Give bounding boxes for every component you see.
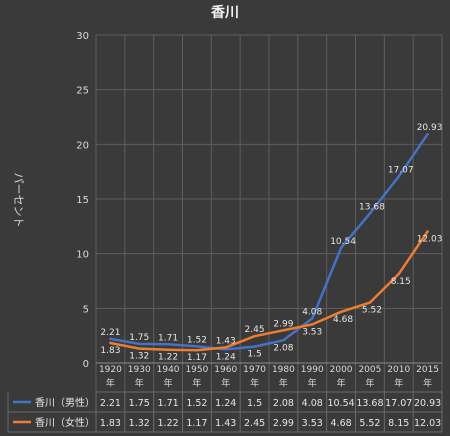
y-tick-label: 15 <box>76 195 89 206</box>
data-label: 10.54 <box>330 237 356 247</box>
data-label: 2.08 <box>273 343 293 353</box>
x-tick-label: 2010 <box>387 365 410 375</box>
data-label: 20.93 <box>417 123 443 133</box>
table-cell: 2.21 <box>100 398 121 409</box>
data-label: 5.52 <box>362 306 382 316</box>
table-cell: 20.93 <box>414 398 441 409</box>
data-label: 13.68 <box>359 202 385 212</box>
table-cell: 8.15 <box>388 418 409 429</box>
horizontal-gridlines <box>96 34 442 364</box>
table-cell: 5.52 <box>359 418 380 429</box>
table-cell: 2.99 <box>273 418 294 429</box>
x-tick-label-suffix: 年 <box>394 377 403 389</box>
y-tick-label: 0 <box>83 359 89 370</box>
y-tick-labels: 0 5 10 15 20 25 30 <box>76 31 89 370</box>
series-lines <box>109 132 429 352</box>
data-label: 4.08 <box>302 307 322 317</box>
legend-entry: 香川（男性） <box>35 396 95 409</box>
data-label: 1.32 <box>129 352 149 362</box>
x-tick-label-suffix: 年 <box>337 377 346 389</box>
table-cell: 1.71 <box>158 398 179 409</box>
data-label: 1.71 <box>158 333 178 343</box>
data-label: 2.21 <box>100 328 120 338</box>
x-tick-label: 1980 <box>272 365 295 375</box>
table-cell: 1.22 <box>158 418 179 429</box>
x-tick-label: 1950 <box>185 365 208 375</box>
data-label: 1.17 <box>187 353 207 363</box>
data-label: 3.53 <box>302 327 322 337</box>
x-tick-label: 2015 <box>416 365 439 375</box>
chart-title: 香川 <box>210 4 239 21</box>
data-label: 1.22 <box>158 353 178 363</box>
series-line <box>109 132 429 351</box>
table-cell: 12.03 <box>414 418 441 429</box>
x-tick-label-suffix: 年 <box>279 377 288 389</box>
x-tick-label: 2005 <box>358 365 381 375</box>
x-tick-label-suffix: 年 <box>164 377 173 389</box>
table-cell: 4.68 <box>331 418 352 429</box>
data-labels: 2.21 1.75 1.71 1.52 1.24 1.5 2.08 4.08 10.54 13.6… <box>100 123 442 363</box>
data-label: 17.07 <box>388 165 414 175</box>
y-tick-label: 30 <box>76 31 89 42</box>
y-axis-label: パーセント <box>12 173 25 228</box>
x-tick-label: 2000 <box>330 365 353 375</box>
y-tick-label: 25 <box>76 86 89 97</box>
table-cell: 17.07 <box>385 398 412 409</box>
data-label: 1.43 <box>216 336 236 346</box>
table-cell: 1.32 <box>129 418 150 429</box>
table-cell: 10.54 <box>327 398 354 409</box>
x-tick-label-suffix: 年 <box>250 377 259 389</box>
y-tick-label: 20 <box>76 140 89 151</box>
data-table: 1920 年 1930 年 1940 年 1950 年 1960 年 1970 年 1980 年 1990 年… <box>7 365 443 433</box>
series-line <box>109 230 429 352</box>
x-tick-label: 1920 <box>99 365 122 375</box>
x-tick-label-suffix: 年 <box>135 377 144 389</box>
legend-entry: 香川（女性） <box>35 416 95 429</box>
x-tick-label-suffix: 年 <box>423 377 432 389</box>
data-label: 1.83 <box>100 346 120 356</box>
data-label: 12.03 <box>417 234 443 244</box>
table-cell: 4.08 <box>302 398 323 409</box>
y-tick-label: 5 <box>83 304 89 315</box>
table-cell: 1.52 <box>186 398 207 409</box>
table-cell: 1.75 <box>129 398 150 409</box>
table-cell: 1.43 <box>215 418 236 429</box>
x-tick-label-suffix: 年 <box>106 377 115 389</box>
table-cell: 3.53 <box>302 418 323 429</box>
data-label: 8.15 <box>391 277 411 287</box>
data-label: 1.24 <box>216 352 236 362</box>
x-tick-label: 1990 <box>301 365 324 375</box>
vertical-gridlines <box>95 35 443 392</box>
table-cell: 2.45 <box>244 418 265 429</box>
x-tick-label: 1930 <box>128 365 151 375</box>
x-tick-label: 1940 <box>157 365 180 375</box>
x-tick-label-suffix: 年 <box>192 377 201 389</box>
table-cell: 1.83 <box>100 418 121 429</box>
data-label: 1.52 <box>187 335 207 345</box>
data-label: 1.75 <box>129 333 149 343</box>
data-label: 4.68 <box>333 315 353 325</box>
table-cell: 1.17 <box>186 418 207 429</box>
x-tick-label-suffix: 年 <box>308 377 317 389</box>
x-tick-label-suffix: 年 <box>365 377 374 389</box>
table-cell: 1.5 <box>247 398 262 409</box>
y-tick-label: 10 <box>76 250 89 261</box>
data-label: 2.45 <box>245 325 265 335</box>
table-cell: 13.68 <box>356 398 383 409</box>
table-cell: 1.24 <box>215 398 236 409</box>
data-label: 1.5 <box>247 350 261 360</box>
data-label: 2.99 <box>273 319 293 329</box>
x-tick-label: 1970 <box>243 365 266 375</box>
x-tick-label: 1960 <box>214 365 237 375</box>
x-tick-label-suffix: 年 <box>221 377 230 389</box>
table-cell: 2.08 <box>273 398 294 409</box>
